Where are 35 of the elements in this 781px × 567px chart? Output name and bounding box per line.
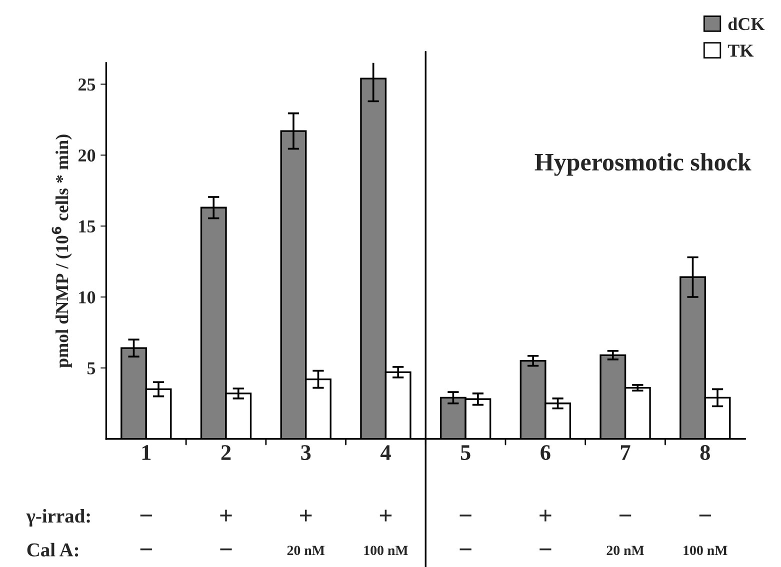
- annotation: Hyperosmotic shock: [534, 153, 752, 176]
- text: −: [140, 514, 152, 516]
- legend-label: TK: [728, 44, 754, 57]
- y-tick-label: 15: [79, 220, 96, 233]
- text: −: [699, 514, 711, 516]
- legend-label: dCK: [728, 17, 765, 30]
- x-tick-label: 7: [621, 445, 630, 460]
- text: −: [220, 548, 232, 550]
- x-tick-label: 4: [380, 445, 391, 460]
- text: 100 nM: [364, 546, 408, 556]
- text: 20 nM: [606, 546, 644, 556]
- y-tick-label: 10: [79, 291, 96, 304]
- text: +: [380, 510, 392, 522]
- x-tick-label: 6: [540, 445, 550, 460]
- text: −: [140, 548, 152, 550]
- text: γ-irrad:: [26, 508, 90, 527]
- text: +: [220, 510, 232, 522]
- y-axis-title: pmol dNMP / (10$^{6}$ cells * min): [52, 134, 72, 368]
- x-tick-label: 5: [460, 445, 470, 460]
- text: 100 nM: [684, 546, 728, 556]
- text: −: [619, 514, 632, 516]
- x-tick-label: 3: [301, 445, 311, 460]
- text: +: [300, 510, 312, 522]
- text: Cal A:: [27, 542, 78, 557]
- text: −: [460, 514, 472, 516]
- text: 20 nM: [287, 546, 325, 556]
- x-tick-label: 2: [221, 445, 231, 460]
- y-tick-label: 25: [78, 78, 96, 91]
- y-tick-label: 20: [78, 149, 96, 162]
- text: −: [460, 548, 472, 550]
- y-tick-label: 5: [87, 362, 96, 374]
- text: +: [540, 510, 552, 522]
- x-tick-label: 1: [142, 445, 151, 460]
- text: −: [540, 548, 552, 550]
- x-tick-label: 8: [700, 445, 710, 460]
